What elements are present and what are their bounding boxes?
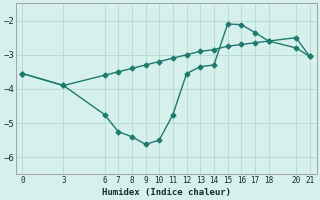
X-axis label: Humidex (Indice chaleur): Humidex (Indice chaleur) xyxy=(101,188,231,197)
